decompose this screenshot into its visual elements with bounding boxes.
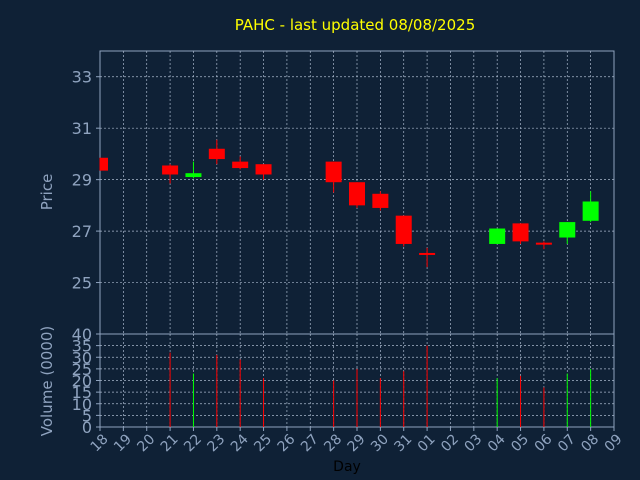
volume-tick-label: 5 (82, 406, 92, 425)
x-tick-label: 26 (275, 431, 299, 455)
x-tick-label: 05 (508, 431, 532, 455)
x-tick-label: 20 (134, 431, 158, 455)
x-tick-label: 19 (111, 431, 135, 455)
volume-tick-label: 15 (72, 383, 92, 402)
volume-tick-label: 0 (82, 418, 92, 437)
candle-body-up (489, 228, 506, 244)
x-tick-label: 28 (321, 431, 345, 455)
candle-body-down (372, 193, 389, 208)
volume-tick-label: 10 (72, 395, 92, 414)
candle-body-up (185, 173, 202, 178)
x-tick-label: 08 (578, 431, 602, 455)
candle-body-down (535, 242, 552, 245)
price-axis-label: Price (38, 174, 56, 211)
x-tick-label: 06 (532, 431, 556, 455)
volume-tick-label: 35 (72, 337, 92, 356)
candle-body-down (208, 148, 225, 160)
x-tick-label: 30 (368, 431, 392, 455)
x-tick-label: 29 (345, 431, 369, 455)
x-tick-label: 01 (415, 431, 439, 455)
volume-axis-label: Volume (0000) (38, 326, 56, 436)
x-axis-label: Day (333, 459, 361, 475)
candle-body-down (395, 215, 412, 244)
candle-body-down (325, 161, 342, 183)
candle-body-down (419, 252, 436, 255)
candle-body-down (512, 223, 529, 242)
candle-body-down (255, 164, 272, 175)
x-tick-label: 02 (438, 431, 462, 455)
candle-body-down (349, 182, 365, 206)
x-tick-label: 04 (485, 431, 509, 455)
price-tick-label: 33 (72, 68, 92, 87)
x-tick-label: 27 (298, 431, 322, 455)
price-tick-label: 27 (72, 222, 92, 241)
x-tick-label: 07 (555, 431, 579, 455)
volume-tick-label: 20 (72, 372, 92, 391)
price-tick-label: 31 (72, 119, 92, 138)
x-tick-label: 24 (228, 431, 252, 455)
x-tick-label: 21 (158, 431, 182, 455)
volume-tick-label: 40 (72, 325, 92, 344)
x-axis: 18 19 20 21 22 23 24 25 26 27 28 29 30 31 01 02 03 04 05 06… (88, 427, 626, 455)
volume-tick-label: 30 (72, 348, 92, 367)
candle-body-down (162, 165, 179, 175)
x-tick-label: 03 (462, 431, 486, 455)
candle-body-up (559, 222, 576, 238)
x-tick-label: 22 (181, 431, 205, 455)
x-tick-label: 23 (205, 431, 229, 455)
candle-body-down (100, 157, 108, 171)
price-tick-label: 25 (72, 274, 92, 293)
candle-body-up (582, 201, 599, 221)
volume-tick-label: 25 (72, 360, 92, 379)
candle-body-down (232, 161, 249, 169)
x-tick-label: 09 (602, 431, 626, 455)
price-tick-label: 29 (72, 171, 92, 190)
x-tick-label: 25 (251, 431, 275, 455)
chart-title: PAHC - last updated 08/08/2025 (235, 16, 475, 34)
price-panel: 25 27 29 31 33 (72, 50, 615, 335)
x-tick-label: 31 (391, 431, 415, 455)
